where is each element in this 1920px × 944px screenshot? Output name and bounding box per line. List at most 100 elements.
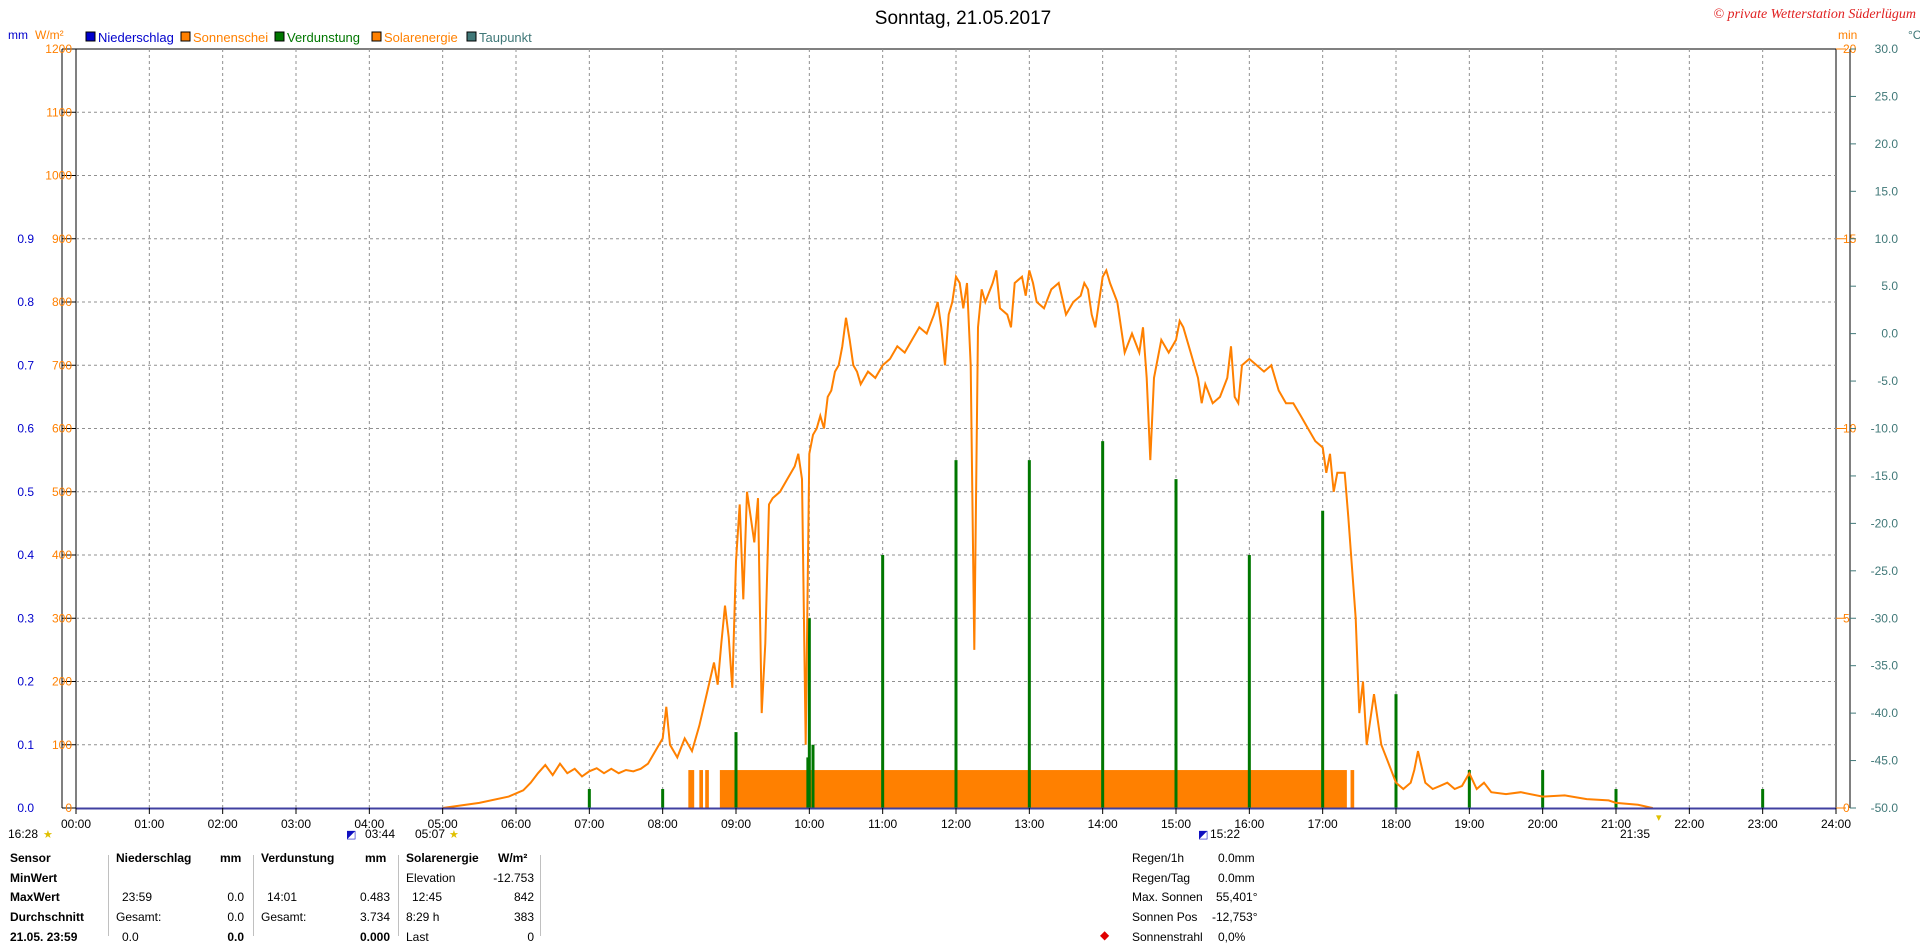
y-tick-min: 0 [1843,801,1850,815]
y-tick-mm: 0.2 [17,675,34,689]
y-tick-temp: 20.0 [1875,137,1899,151]
y-tick-temp: -25.0 [1871,564,1899,578]
x-tick-label: 24:00 [1821,817,1851,831]
y-tick-temp: 25.0 [1875,89,1899,103]
solar-unit: W/m² [498,851,528,865]
y-tick-temp: 30.0 [1875,42,1899,56]
avg-label: Durchschnitt [10,910,85,924]
legend-swatch [274,31,285,42]
sonnen-last-value: 0,0% [1218,930,1246,944]
verd-max-time: 14:01 [267,890,298,904]
y-tick-temp: -35.0 [1871,659,1899,673]
legend-label: Verdunstung [287,30,360,45]
y-tick-wm2: 800 [52,295,72,309]
x-tick-label: 00:00 [61,817,91,831]
regen-tag-label: Regen/Tag [1132,871,1191,885]
sunshine-bar [1350,770,1355,808]
y-tick-mm: 0.6 [17,422,34,436]
y-tick-wm2: 1100 [46,105,72,119]
elevation-label: Elevation [406,871,456,885]
sunshine-bars [688,770,1355,808]
y-tick-wm2: 100 [52,738,72,752]
y-tick-wm2: 500 [52,485,72,499]
legend-label: Niederschlag [98,30,174,45]
x-tick-label: 22:00 [1674,817,1704,831]
x-tick-label: 17:00 [1308,817,1338,831]
x-tick-label: 14:00 [1088,817,1118,831]
solar-avg-value: 383 [513,910,534,924]
y-tick-temp: -15.0 [1871,469,1899,483]
evaporation-spike [954,460,958,808]
y-tick-mm: 0.1 [17,738,34,752]
x-tick-label: 13:00 [1014,817,1044,831]
x-tick-label: 15:00 [1161,817,1191,831]
solar-max-time: 12:45 [412,890,443,904]
y-tick-mm: 0.7 [17,358,34,372]
sunset-star-icon: ★ [449,829,459,841]
legend-swatch [466,31,477,42]
y-tick-wm2: 700 [52,358,72,372]
elevation-value: -12.753 [493,871,534,885]
y-tick-wm2: 200 [52,675,72,689]
last-row-label: 21.05. 23:59 [10,930,78,944]
nied-max-time: 23:59 [122,890,153,904]
x-tick-label: 20:00 [1528,817,1558,831]
left-unit-mm: mm [8,28,28,42]
left-unit-wm2: W/m² [35,28,64,42]
y-tick-min: 5 [1843,611,1850,625]
x-tick-label: 21:00 [1601,817,1631,831]
verd-last-value: 0.000 [359,930,390,944]
y-tick-wm2: 0 [65,801,72,815]
verd-max-value: 0.483 [359,890,390,904]
evaporation-spike [1541,770,1545,808]
legend-label: Taupunkt [479,30,532,45]
y-tick-wm2: 900 [52,232,72,246]
sunshine-bar [705,770,709,808]
y-tick-temp: -45.0 [1871,754,1899,768]
x-tick-label: 23:00 [1748,817,1778,831]
x-tick-label: 09:00 [721,817,751,831]
legend-label: Solarenergie [384,30,458,45]
evaporation-spike [1467,770,1471,808]
y-tick-mm: 0.4 [17,548,34,562]
y-tick-temp: -30.0 [1871,611,1899,625]
x-tick-label: 01:00 [134,817,164,831]
legend-swatch [85,31,96,42]
x-tick-label: 16:00 [1234,817,1264,831]
verdunstung-unit: mm [365,851,387,865]
regen-h-value: 0.0mm [1218,851,1255,865]
min-marker-icon: ◩ [346,829,356,841]
time-marker-label: 15:22 [1210,827,1240,841]
y-tick-mm: 0.5 [17,485,34,499]
verd-total-value: 3.734 [359,910,390,924]
evaporation-spike [1321,510,1325,808]
nied-total-value: 0.0 [227,910,244,924]
y-tick-wm2: 1200 [45,42,72,56]
nied-last-a: 0.0 [122,930,139,944]
y-tick-mm: 0.9 [17,232,34,246]
evaporation-spike [1614,789,1618,808]
y-tick-min: 20 [1843,42,1857,56]
x-tick-label: 03:00 [281,817,311,831]
evaporation-spike [1027,460,1031,808]
legend-swatch [180,31,191,42]
x-tick-label: 08:00 [648,817,678,831]
y-tick-temp: -5.0 [1877,374,1898,388]
niederschlag-unit: mm [220,851,242,865]
x-tick-label: 04:00 [354,817,384,831]
time-markers: 16:28 03:44 05:07 15:22 21:35 ★ ★ ◩ ◩ ▾ [8,812,1662,841]
evaporation-spike [807,618,811,808]
evaporation-spike [881,555,885,808]
y-tick-temp: 10.0 [1875,232,1899,246]
y-tick-temp: -10.0 [1871,422,1899,436]
x-tick-label: 07:00 [574,817,604,831]
y-tick-temp: 0.0 [1881,327,1898,341]
time-marker-label: 03:44 [365,827,395,841]
solar-header: Solarenergie [406,851,479,865]
evaporation-spike [1761,789,1765,808]
x-tick-label: 11:00 [868,817,897,831]
max-marker-icon: ◩ [1198,829,1208,841]
regen-h-label: Regen/1h [1132,851,1185,865]
x-tick-label: 18:00 [1381,817,1411,831]
y-tick-temp: 15.0 [1875,184,1899,198]
